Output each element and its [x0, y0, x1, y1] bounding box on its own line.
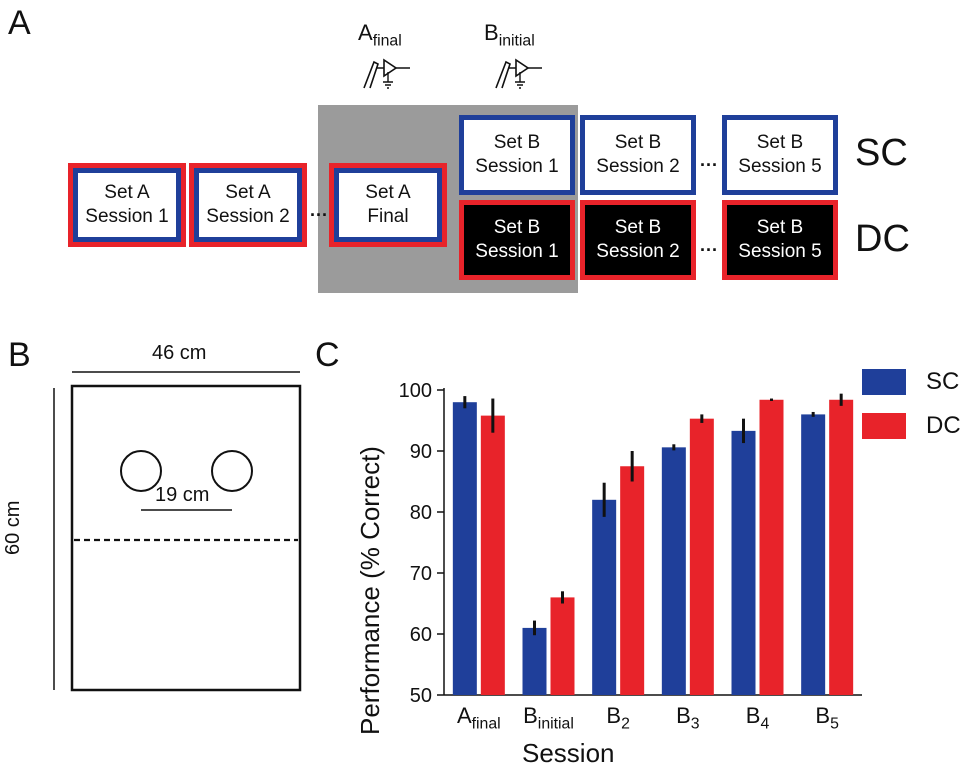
box-line-2: Session 2 [206, 206, 290, 227]
bar-dc [620, 466, 645, 695]
electrode-icon [363, 58, 410, 89]
box-dc-set-b-session-1: Set B Session 1 [459, 200, 575, 280]
y-tick-label: 100 [399, 380, 432, 402]
bar-sc [801, 414, 826, 695]
ellipsis: ... [700, 235, 719, 255]
box-sc-set-b-session-2: Set B Session 2 [580, 115, 696, 195]
x-tick-main: B [815, 703, 831, 728]
x-tick-sub: 3 [690, 715, 700, 733]
box-set-a-session-2: Set A Session 2 [189, 163, 307, 247]
x-tick-label: B5 [787, 703, 867, 734]
y-tick-label: 50 [410, 685, 432, 707]
box-sc-set-b-session-1: Set B Session 1 [459, 115, 575, 195]
box-line-1: Set B [493, 217, 541, 238]
box-line-2: Session 2 [596, 241, 680, 262]
bar-sc [522, 627, 547, 695]
recording-label-sub: initial [498, 32, 535, 50]
x-tick-sub: 2 [621, 715, 630, 733]
x-tick-main: B [606, 703, 622, 728]
box-sc-set-b-session-5: Set B Session 5 [722, 115, 838, 195]
x-tick-label: B4 [718, 703, 798, 734]
arena-width-label: 46 cm [152, 342, 207, 364]
electrode-icon [495, 58, 542, 89]
box-dc-set-b-session-2: Set B Session 2 [580, 200, 696, 280]
condition-label-sc: SC [855, 132, 908, 174]
ellipsis: ... [310, 200, 329, 220]
recording-label-main: A [358, 20, 373, 45]
box-line-2: Session 5 [738, 156, 822, 177]
box-line-1: Set B [614, 132, 662, 153]
legend-swatch-dc [862, 413, 906, 439]
bar-sc [661, 447, 686, 695]
box-line-1: Set A [365, 182, 411, 203]
x-tick-label: Afinal [439, 703, 519, 734]
x-tick-sub: 5 [830, 715, 839, 733]
box-line-1: Set B [756, 132, 804, 153]
box-line-1: Set B [614, 217, 662, 238]
bar-dc [829, 399, 854, 695]
recording-label-sub: final [372, 32, 402, 50]
arena-diagram [53, 371, 302, 692]
x-tick-label: B3 [648, 703, 728, 734]
legend-label-dc: DC [926, 412, 961, 439]
box-line-2: Session 5 [738, 241, 822, 262]
panel-a-label: A [8, 4, 31, 42]
x-tick-label: B2 [578, 703, 658, 734]
box-line-1: Set A [104, 182, 150, 203]
y-tick-label: 80 [410, 502, 432, 524]
y-tick-label: 70 [410, 563, 432, 585]
legend-label-sc: SC [926, 368, 960, 395]
x-tick-label: Binitial [509, 703, 589, 734]
legend-swatch-sc [862, 369, 906, 395]
box-dc-set-b-session-5: Set B Session 5 [722, 200, 838, 280]
x-tick-main: B [745, 703, 761, 728]
box-line-2: Session 1 [475, 156, 559, 177]
recording-label-a-final: Afinal [358, 20, 402, 51]
box-set-a-final: Set A Final [329, 163, 447, 247]
x-axis-title: Session [522, 738, 615, 768]
bar-sc [592, 499, 617, 695]
box-line-2: Final [367, 206, 409, 227]
bar-sc [452, 402, 477, 695]
x-tick-main: B [676, 703, 691, 728]
object-spacing-label: 19 cm [155, 484, 210, 506]
panel-c-label: C [315, 336, 340, 374]
bar-dc [689, 418, 714, 695]
bar-dc [480, 415, 505, 695]
y-axis-title: Performance (% Correct) [355, 446, 385, 735]
legend: SC DC [862, 364, 961, 444]
x-tick-sub: final [471, 715, 501, 733]
box-line-1: Set B [493, 132, 541, 153]
x-tick-main: B [523, 703, 538, 728]
box-line-1: Set B [756, 217, 804, 238]
y-tick-label: 90 [410, 441, 432, 463]
x-tick-sub: 4 [760, 715, 770, 733]
box-line-1: Set A [225, 182, 271, 203]
panel-b-label: B [8, 336, 31, 374]
box-line-2: Session 1 [85, 206, 169, 227]
box-line-2: Session 1 [475, 241, 559, 262]
bar-dc [759, 399, 784, 695]
condition-label-dc: DC [855, 218, 910, 260]
x-tick-main: A [456, 703, 472, 728]
y-tick-label: 60 [410, 624, 432, 646]
bar-sc [731, 430, 756, 695]
box-line-2: Session 2 [596, 156, 680, 177]
ellipsis: ... [700, 150, 719, 170]
x-tick-sub: initial [537, 715, 574, 733]
box-set-a-session-1: Set A Session 1 [68, 163, 186, 247]
recording-label-b-initial: Binitial [484, 20, 535, 51]
bar-dc [550, 597, 575, 695]
recording-label-main: B [484, 20, 499, 45]
